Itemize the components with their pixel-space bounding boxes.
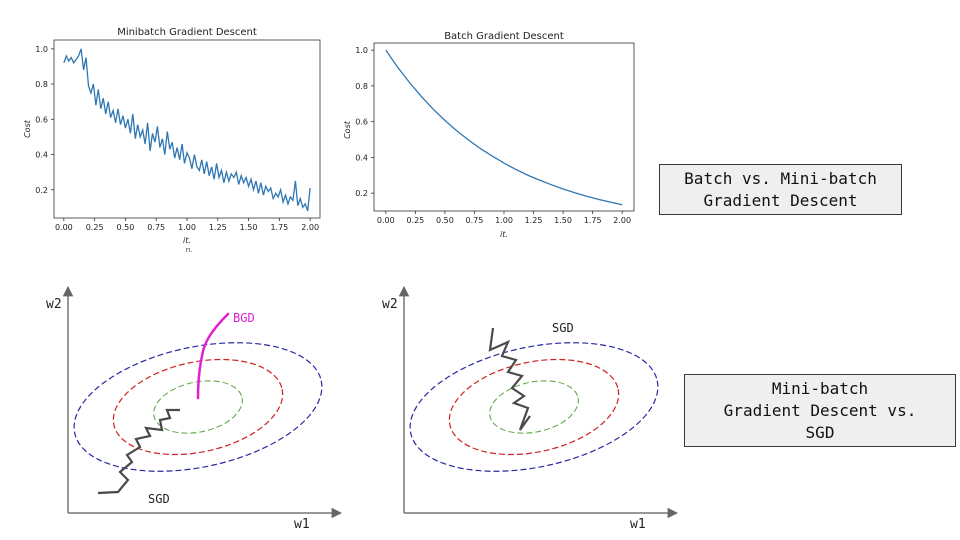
bgd-label: BGD <box>233 311 255 325</box>
right-y-axis-label: w2 <box>382 297 398 312</box>
batch-x-tick-label: 1.50 <box>554 216 572 225</box>
minibatch-x-tick-label: 1.25 <box>209 223 227 232</box>
batch-x-tick-label: 1.75 <box>584 216 602 225</box>
left-sgd-label: SGD <box>148 492 170 506</box>
batch-x-axis-label: it. <box>500 230 508 239</box>
batch-x-tick-label: 1.25 <box>525 216 543 225</box>
batch-x-tick-label: 0.25 <box>406 216 424 225</box>
minibatch-x-tick-label: 1.50 <box>240 223 258 232</box>
minibatch-cost-line <box>63 48 311 212</box>
batch-y-tick-label: 0.8 <box>355 82 368 91</box>
left-y-axis-label: w2 <box>46 297 62 312</box>
minibatch-x-tick-label: 0.75 <box>147 223 165 232</box>
minibatch-x-tick-label: 2.00 <box>301 223 319 232</box>
minibatch-x-tick-label: 1.75 <box>270 223 288 232</box>
minibatch-y-axis-label: Cost <box>23 119 32 138</box>
batch-x-tick-label: 0.00 <box>377 216 395 225</box>
minibatch-x-tick-label: 0.50 <box>117 223 135 232</box>
batch-cost-line <box>385 49 623 206</box>
minibatch-chart: Minibatch Gradient Descent 0.00 0.25 0.50 0… <box>23 27 321 254</box>
right-contour-middle <box>448 358 620 456</box>
right-sgd-trajectory <box>488 327 531 431</box>
minibatch-chart-title: Minibatch Gradient Descent <box>117 27 257 38</box>
minibatch-y-tick-label: 0.4 <box>35 151 48 160</box>
minibatch-x-axis-label: it. <box>183 236 191 245</box>
minibatch-y-tick-label: 1.0 <box>35 45 48 54</box>
batch-x-tick-label: 1.00 <box>495 216 513 225</box>
bgd-trajectory <box>196 312 230 400</box>
right-sgd-label: SGD <box>552 321 574 335</box>
batch-x-tick-label: 0.50 <box>436 216 454 225</box>
batch-y-axis-label: Cost <box>343 120 352 139</box>
minibatch-y-tick-label: 0.8 <box>35 80 48 89</box>
batch-x-tick-label: 0.75 <box>466 216 484 225</box>
batch-chart-title: Batch Gradient Descent <box>444 31 564 42</box>
minibatch-x-tick-label: 1.00 <box>178 223 196 232</box>
left-x-axis-label: w1 <box>294 517 310 532</box>
batch-y-tick-label: 0.2 <box>355 189 368 198</box>
right-x-axis-label: w1 <box>630 517 646 532</box>
batch-y-tick-label: 0.6 <box>355 118 368 127</box>
minibatch-vs-sgd-caption: Mini-batch Gradient Descent vs. SGD <box>684 374 956 447</box>
left-sgd-trajectory <box>97 408 180 495</box>
minibatch-y-tick-label: 0.6 <box>35 115 48 124</box>
batch-vs-minibatch-caption: Batch vs. Mini-batch Gradient Descent <box>659 164 902 215</box>
mini-batch-vs-sgd-diagram: w2 w1 SGD <box>382 285 679 532</box>
minibatch-x-tick-label: 0.25 <box>86 223 104 232</box>
right-contour-inner <box>489 380 579 434</box>
mini-batch-vs-bgd-diagram: w2 w1 BGD SGD <box>46 285 343 532</box>
caption-top-line-1: Batch vs. Mini-batch <box>684 168 877 188</box>
minibatch-y-tick-label: 0.2 <box>35 186 48 195</box>
minibatch-x-axis-label-extra: п. <box>186 246 193 254</box>
left-contour-inner <box>153 380 243 434</box>
batch-plot-frame <box>373 42 635 212</box>
batch-y-tick-label: 1.0 <box>355 46 368 55</box>
caption-bottom-line-1: Mini-batch <box>771 378 869 398</box>
batch-chart: Batch Gradient Descent 0.00 0.25 0.50 0.75 1… <box>343 31 635 239</box>
caption-top-line-2: Gradient Descent <box>703 190 858 210</box>
caption-bottom-line-2: Gradient Descent vs. <box>723 400 917 420</box>
batch-y-tick-label: 0.4 <box>355 153 368 162</box>
right-contour-outer <box>409 342 659 472</box>
left-contour-middle <box>112 358 284 456</box>
left-contour-outer <box>73 342 323 472</box>
minibatch-x-tick-label: 0.00 <box>55 223 73 232</box>
batch-x-tick-label: 2.00 <box>613 216 631 225</box>
caption-bottom-line-3: SGD <box>805 422 835 442</box>
